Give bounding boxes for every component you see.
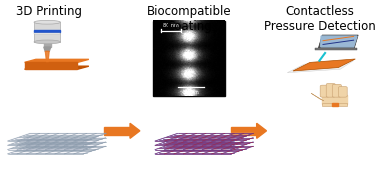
Text: 3D Printing: 3D Printing — [16, 5, 82, 18]
Polygon shape — [155, 138, 253, 145]
Bar — [315, 48, 357, 50]
Text: 50 nm: 50 nm — [183, 90, 199, 95]
Polygon shape — [8, 133, 106, 141]
Ellipse shape — [34, 40, 60, 44]
Text: Contactless
Pressure Detection: Contactless Pressure Detection — [263, 5, 375, 33]
Bar — [34, 30, 60, 32]
Bar — [104, 127, 130, 135]
Bar — [34, 32, 60, 34]
Bar — [322, 103, 347, 106]
Polygon shape — [311, 93, 324, 101]
Polygon shape — [44, 47, 51, 51]
Polygon shape — [321, 36, 357, 47]
Ellipse shape — [322, 94, 347, 105]
FancyBboxPatch shape — [320, 85, 329, 97]
Bar — [34, 22, 60, 42]
Polygon shape — [155, 133, 253, 141]
Polygon shape — [130, 123, 140, 138]
Polygon shape — [155, 146, 253, 154]
Polygon shape — [25, 66, 89, 69]
Polygon shape — [257, 123, 266, 138]
FancyBboxPatch shape — [332, 84, 341, 97]
Text: 80 nm: 80 nm — [163, 23, 179, 28]
Polygon shape — [318, 35, 358, 48]
Bar — [44, 42, 51, 47]
Bar — [231, 127, 257, 135]
FancyBboxPatch shape — [326, 83, 335, 97]
Polygon shape — [25, 62, 77, 69]
Polygon shape — [25, 59, 89, 62]
Polygon shape — [287, 61, 353, 73]
Polygon shape — [293, 59, 355, 71]
Polygon shape — [45, 51, 49, 62]
Ellipse shape — [34, 20, 60, 24]
Bar — [332, 103, 338, 106]
FancyBboxPatch shape — [339, 87, 347, 97]
Polygon shape — [155, 142, 253, 150]
Polygon shape — [8, 142, 106, 150]
Bar — [153, 21, 225, 96]
Polygon shape — [8, 146, 106, 154]
Polygon shape — [8, 138, 106, 145]
Bar — [322, 95, 347, 104]
Text: Biocompatible
Coating: Biocompatible Coating — [147, 5, 231, 33]
